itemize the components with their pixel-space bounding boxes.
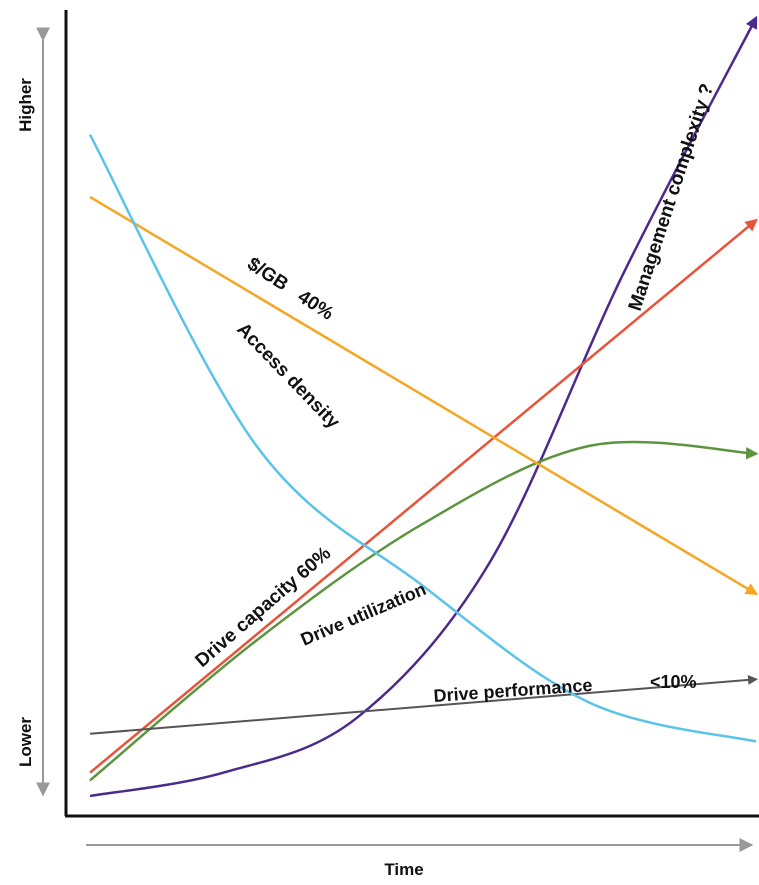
series-line-access-density — [88, 134, 757, 743]
y-axis-low-label: Lower — [16, 717, 35, 767]
y-axis-high-label: Higher — [16, 78, 35, 132]
series-line-drive-capacity-60 — [89, 218, 758, 774]
x-axis-label: Time — [384, 860, 423, 879]
series-line-management-complexity — [89, 15, 758, 798]
series-line-drive-performance — [89, 674, 758, 735]
series-line-gb-40 — [89, 195, 759, 595]
series-layer — [88, 15, 759, 798]
series-line-drive-utilization — [89, 440, 759, 782]
series-label-cost-per-gb: $/GB 40% — [243, 254, 337, 325]
series-label-drive-capacity: Drive capacity 60% — [192, 543, 336, 672]
series-label-access-density: Access density — [232, 319, 344, 433]
series-label-drive-utilization: Drive utilization — [298, 579, 429, 650]
series-label-management-complexity: Management complexity ? — [625, 81, 718, 313]
series-annotation-drive-performance: <10% — [650, 672, 697, 692]
series-label-drive-performance: Drive performance — [433, 675, 593, 706]
